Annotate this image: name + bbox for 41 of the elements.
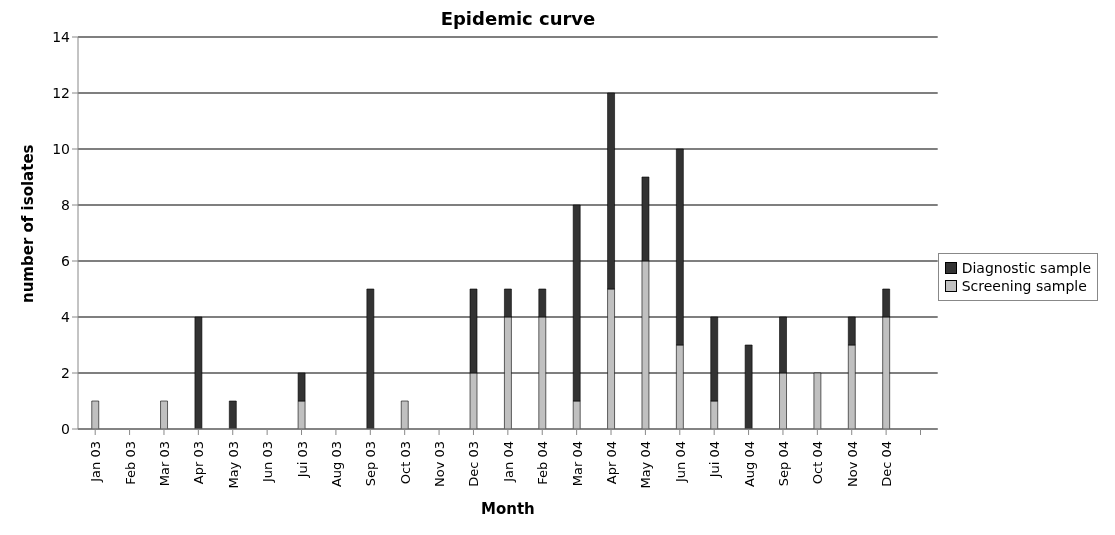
x-tick-label: Aug 04 xyxy=(741,441,757,488)
y-tick-label: 2 xyxy=(61,364,70,381)
x-tick-label: Jun 04 xyxy=(672,441,688,483)
bar xyxy=(160,400,168,429)
x-tick-label: Sep 03 xyxy=(363,441,379,487)
x-tick-label: May 03 xyxy=(225,441,241,489)
y-tick-label: 6 xyxy=(61,252,71,269)
x-tick-label: Jui 04 xyxy=(707,441,723,479)
y-tick-label: 12 xyxy=(52,84,70,101)
legend-label: Screening sample xyxy=(961,277,1087,294)
x-tick-label: Oct 03 xyxy=(397,441,413,485)
x-tick-label: Dec 04 xyxy=(879,441,895,487)
chart-title: Epidemic curve xyxy=(439,8,597,29)
x-tick-label: Mar 04 xyxy=(569,441,585,487)
x-tick-label: Apr 03 xyxy=(191,441,207,485)
y-tick-label: 14 xyxy=(52,28,71,45)
y-tick-label: 8 xyxy=(61,196,70,213)
legend-label: Diagnostic sample xyxy=(961,259,1091,276)
bar xyxy=(400,400,409,429)
x-tick-label: Aug 03 xyxy=(328,441,344,488)
bar xyxy=(229,400,237,429)
x-tick-label: Mar 03 xyxy=(156,441,172,487)
x-axis-title: Month xyxy=(480,500,535,518)
x-tick-label: Nov 03 xyxy=(432,441,448,488)
y-tick-label: 4 xyxy=(61,308,71,325)
y-tick-label: 0 xyxy=(61,420,70,437)
x-tick-label: Feb 04 xyxy=(535,441,551,485)
x-tick-label: Sep 04 xyxy=(775,441,791,487)
x-tick-label: Jan 03 xyxy=(88,441,104,483)
bar xyxy=(91,400,100,429)
x-tick-label: May 04 xyxy=(638,441,654,489)
x-tick-label: Apr 04 xyxy=(604,441,620,485)
x-tick-label: Jan 04 xyxy=(500,441,516,483)
y-axis-title: number of isolates xyxy=(19,144,38,303)
x-tick-label: Jui 03 xyxy=(294,441,310,479)
y-tick-label: 10 xyxy=(52,140,70,157)
x-tick-label: Jun 03 xyxy=(260,441,276,483)
x-tick-label: Dec 03 xyxy=(466,441,482,487)
x-tick-label: Nov 04 xyxy=(844,441,860,488)
x-tick-label: Oct 04 xyxy=(810,441,826,485)
x-tick-label: Feb 03 xyxy=(122,441,138,485)
